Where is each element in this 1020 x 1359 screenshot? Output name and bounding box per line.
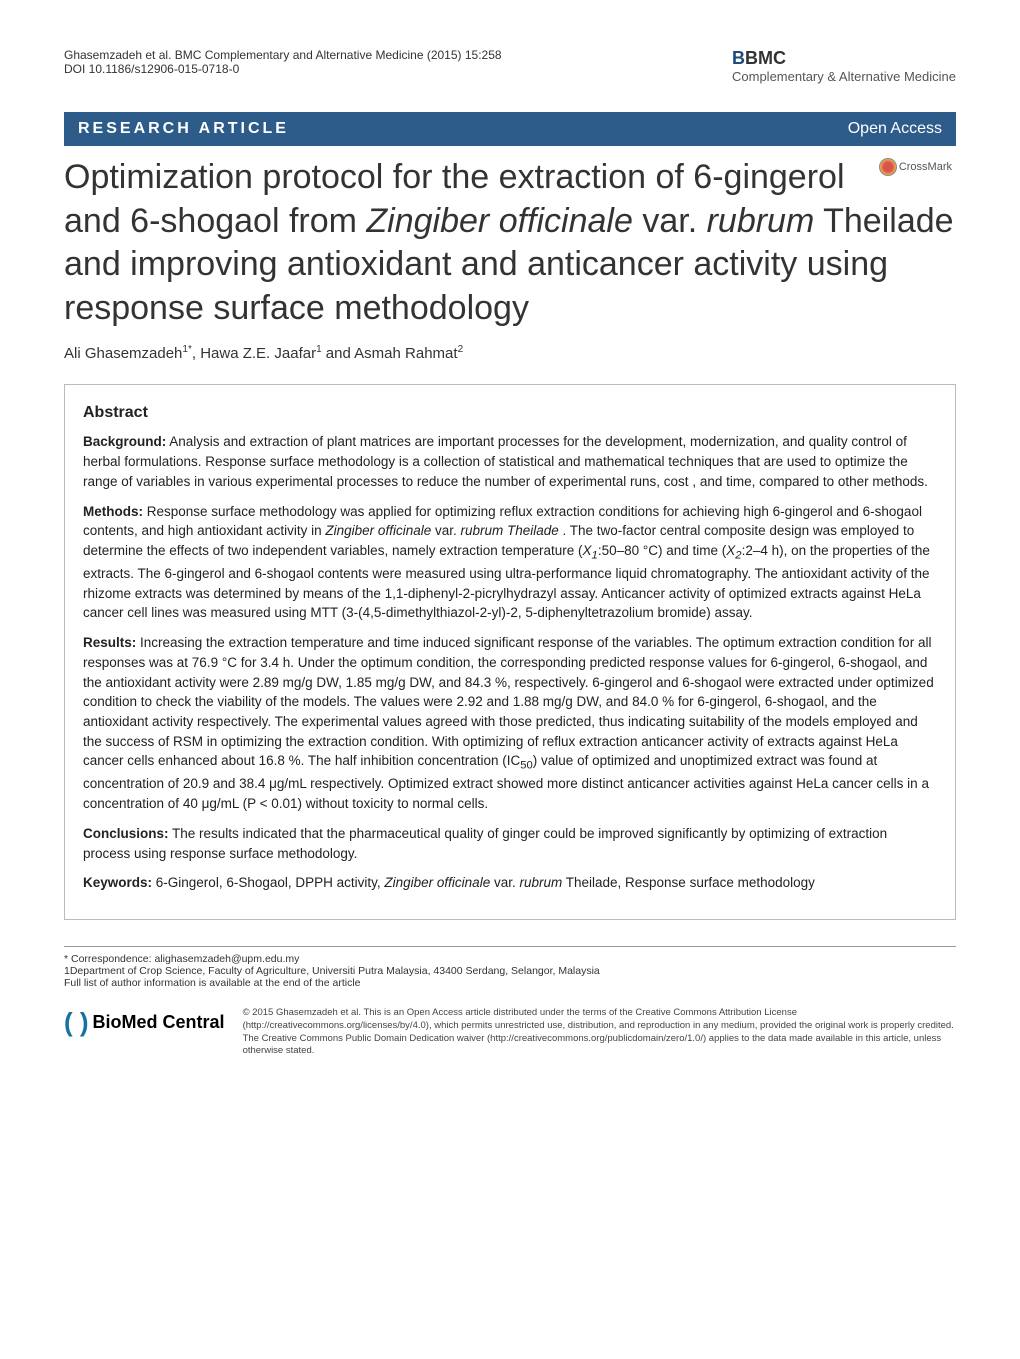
- crossmark-label: CrossMark: [899, 161, 952, 173]
- keywords-label: Keywords:: [83, 875, 152, 890]
- keywords-text: 6-Gingerol, 6-Shogaol, DPPH activity, Zi…: [152, 875, 815, 890]
- biomed-logo-text: BioMed Central: [93, 1012, 225, 1033]
- abstract-box: Abstract Background: Analysis and extrac…: [64, 384, 956, 920]
- crossmark-badge[interactable]: CrossMark: [879, 158, 952, 176]
- journal-bmc-logo: BBMC: [732, 48, 956, 69]
- license-text: © 2015 Ghasemzadeh et al. This is an Ope…: [243, 1007, 956, 1058]
- open-access-label: Open Access: [848, 120, 942, 138]
- conclusions-text: The results indicated that the pharmaceu…: [83, 826, 887, 861]
- full-author-list-note: Full list of author information is avail…: [64, 977, 956, 989]
- journal-bmc-text: BMC: [745, 48, 786, 68]
- results-text: Increasing the extraction temperature an…: [83, 635, 934, 811]
- methods-text: Response surface methodology was applied…: [83, 504, 930, 621]
- article-type-label: RESEARCH ARTICLE: [78, 120, 289, 138]
- article-type-bar: RESEARCH ARTICLE Open Access: [64, 112, 956, 146]
- background-label: Background:: [83, 434, 166, 449]
- correspondence-footer: * Correspondence: alighasemzadeh@upm.edu…: [64, 946, 956, 989]
- journal-brand: BBMC Complementary & Alternative Medicin…: [732, 48, 956, 84]
- abstract-conclusions: Conclusions: The results indicated that …: [83, 824, 937, 863]
- abstract-background: Background: Analysis and extraction of p…: [83, 432, 937, 491]
- biomed-central-logo: ( ) BioMed Central: [64, 1007, 225, 1038]
- methods-label: Methods:: [83, 504, 143, 519]
- conclusions-label: Conclusions:: [83, 826, 169, 841]
- correspondence-line: * Correspondence: alighasemzadeh@upm.edu…: [64, 953, 956, 965]
- background-text: Analysis and extraction of plant matrice…: [83, 434, 928, 488]
- author-list: Ali Ghasemzadeh1*, Hawa Z.E. Jaafar1 and…: [64, 344, 956, 362]
- article-title: Optimization protocol for the extraction…: [64, 156, 956, 330]
- abstract-methods: Methods: Response surface methodology wa…: [83, 502, 937, 624]
- abstract-heading: Abstract: [83, 401, 937, 424]
- crossmark-icon: [879, 158, 897, 176]
- results-label: Results:: [83, 635, 136, 650]
- biomed-paren-icon: ( ): [64, 1007, 89, 1038]
- license-row: ( ) BioMed Central © 2015 Ghasemzadeh et…: [64, 1007, 956, 1058]
- affiliation-line: 1Department of Crop Science, Faculty of …: [64, 965, 956, 977]
- abstract-results: Results: Increasing the extraction tempe…: [83, 633, 937, 814]
- abstract-keywords: Keywords: 6-Gingerol, 6-Shogaol, DPPH ac…: [83, 873, 937, 893]
- journal-subtitle: Complementary & Alternative Medicine: [732, 69, 956, 84]
